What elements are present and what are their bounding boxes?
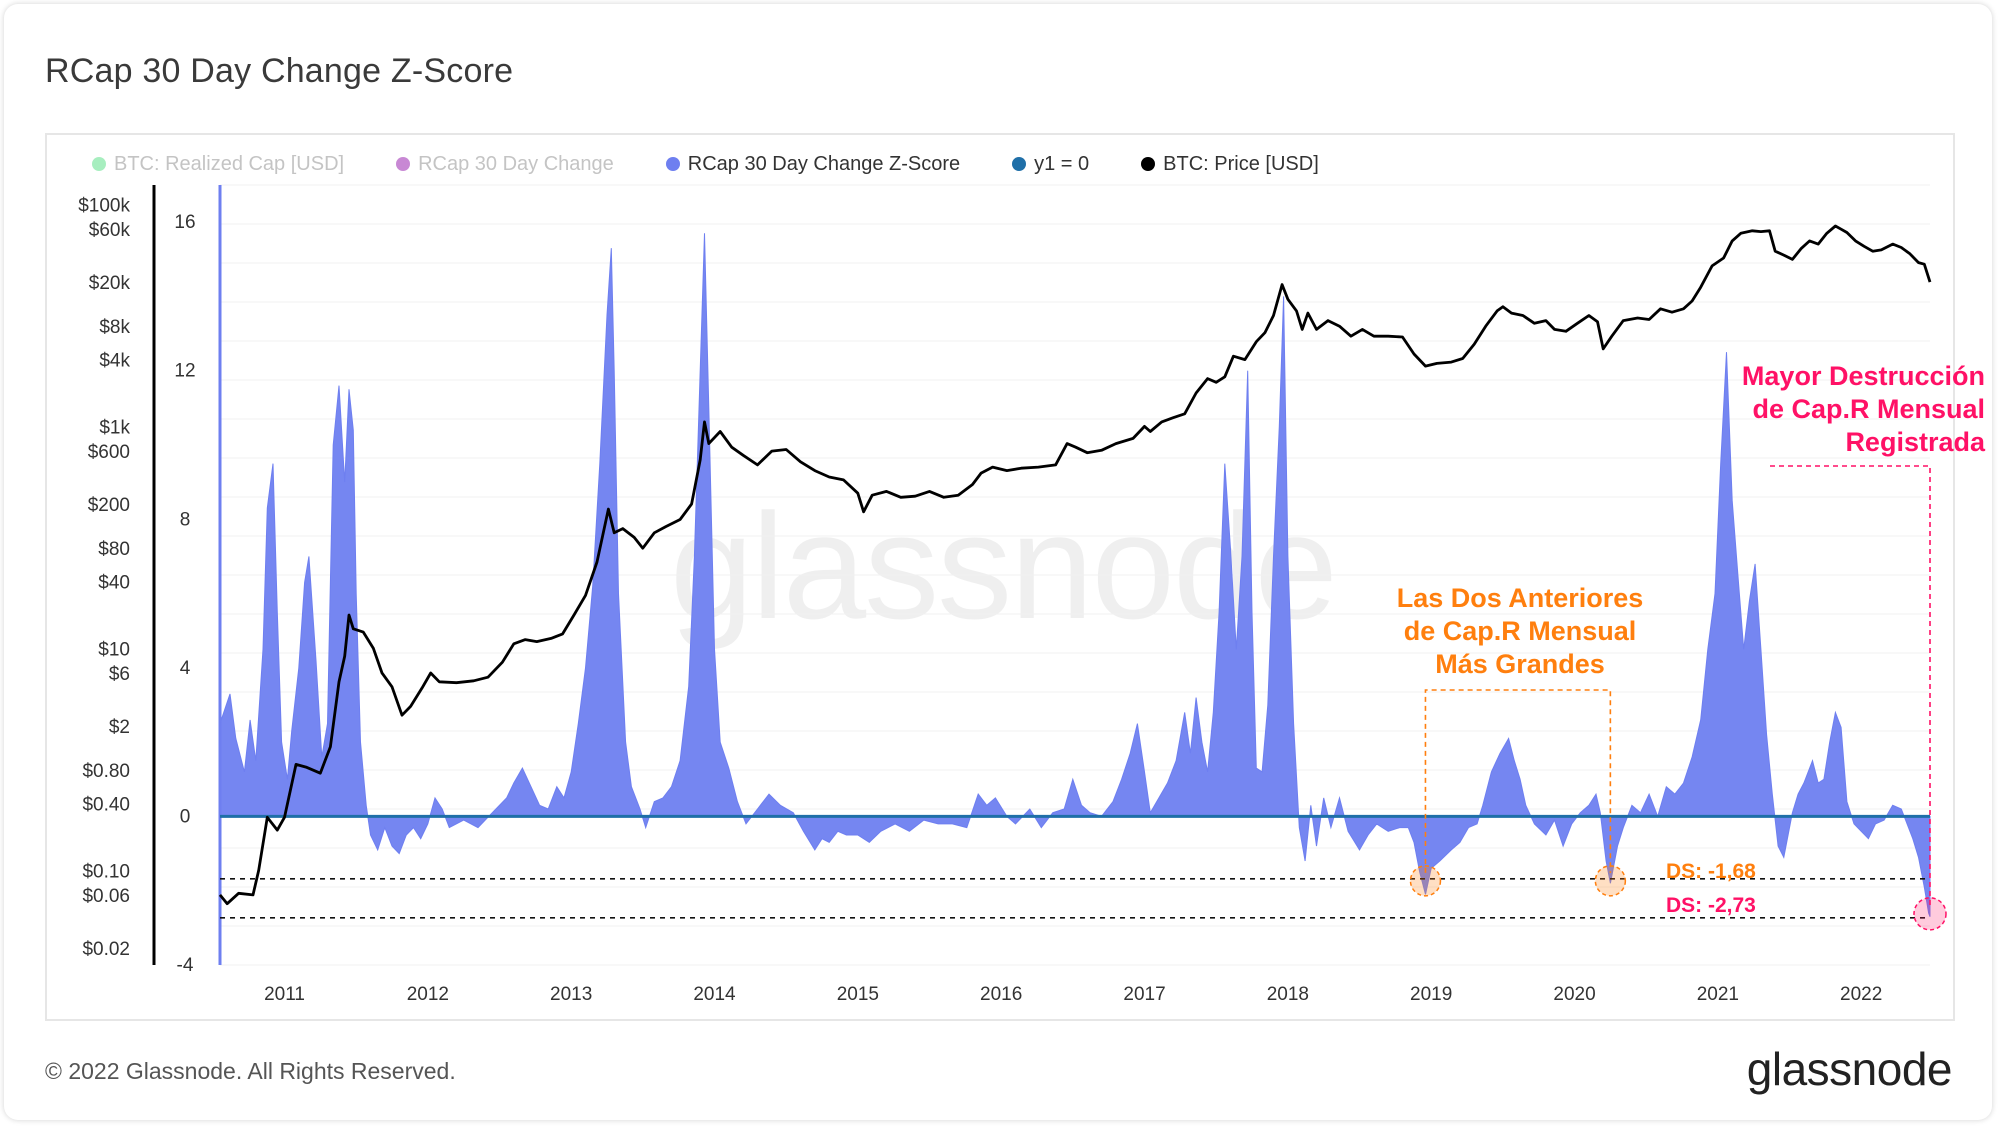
orange-bracket xyxy=(1424,689,1612,873)
price-tick-label: $60k xyxy=(89,220,131,241)
ds-label-orange: DS: -1,68 xyxy=(1666,860,1756,883)
red-bracket xyxy=(1770,465,1931,906)
x-tick-label: 2013 xyxy=(550,984,592,1005)
legend-item-zscore[interactable]: RCap 30 Day Change Z-Score xyxy=(665,152,961,176)
price-tick-label: $0.06 xyxy=(82,886,130,907)
legend-item-y1-zero[interactable]: y1 = 0 xyxy=(1012,153,1089,176)
price-tick-label: $4k xyxy=(99,351,130,372)
annotation-orange: Las Dos Anteriores de Cap.R Mensual Más … xyxy=(1360,582,1680,681)
zscore-tick-label: 16 xyxy=(174,212,195,233)
x-tick-label: 2017 xyxy=(1123,984,1165,1005)
zscore-tick-label: 8 xyxy=(180,509,191,530)
annotation-line: Registrada xyxy=(1845,427,1985,457)
price-tick-label: $20k xyxy=(89,273,131,294)
price-tick-label: $2 xyxy=(109,717,130,738)
legend-label: y1 = 0 xyxy=(1034,152,1090,175)
zscore-tick-label: -4 xyxy=(177,955,194,976)
x-tick-label: 2018 xyxy=(1267,984,1309,1005)
x-tick-label: 2022 xyxy=(1840,984,1882,1005)
price-tick-label: $6 xyxy=(109,664,130,685)
annotation-red: Mayor Destrucción de Cap.R Mensual Regis… xyxy=(1640,360,1985,459)
price-tick-label: $0.40 xyxy=(82,794,130,815)
legend-dot-icon xyxy=(1012,157,1027,171)
legend-label: RCap 30 Day Change Z-Score xyxy=(687,152,961,175)
legend-label: BTC: Realized Cap [USD] xyxy=(114,152,345,175)
price-tick-label: $100k xyxy=(78,196,130,217)
orange-marker-1 xyxy=(1409,865,1442,897)
ds-label-red: DS: -2,73 xyxy=(1666,894,1756,917)
x-tick-label: 2016 xyxy=(980,984,1022,1005)
annotation-line: Más Grandes xyxy=(1435,649,1605,679)
chart-title: RCap 30 Day Change Z-Score xyxy=(45,52,514,90)
zscore-tick-label: 4 xyxy=(180,658,191,679)
annotation-line: Mayor Destrucción xyxy=(1741,361,1985,391)
chart-frame xyxy=(45,133,1955,1021)
annotation-line: de Cap.R Mensual xyxy=(1752,394,1985,424)
price-tick-label: $40 xyxy=(98,573,130,594)
red-marker xyxy=(1913,897,1947,931)
x-tick-label: 2019 xyxy=(1410,984,1452,1005)
orange-marker-2 xyxy=(1594,865,1627,897)
annotation-line: de Cap.R Mensual xyxy=(1403,616,1637,646)
legend-dot-icon xyxy=(665,157,680,171)
legend-dot-icon xyxy=(92,157,106,171)
legend-label: BTC: Price [USD] xyxy=(1163,152,1319,175)
price-tick-label: $200 xyxy=(88,495,130,516)
x-tick-label: 2015 xyxy=(837,984,879,1005)
price-tick-label: $600 xyxy=(88,442,130,463)
glassnode-logo: glassnode xyxy=(1746,1043,1953,1095)
price-tick-label: $80 xyxy=(98,539,130,560)
legend-item-btc-price[interactable]: BTC: Price [USD] xyxy=(1141,153,1319,176)
legend-item-rcap-change[interactable]: RCap 30 Day Change xyxy=(396,153,614,176)
price-tick-label: $8k xyxy=(99,317,130,338)
annotation-line: Las Dos Anteriores xyxy=(1396,583,1644,613)
zscore-tick-label: 12 xyxy=(174,361,195,382)
x-tick-label: 2012 xyxy=(407,984,449,1005)
price-tick-label: $0.02 xyxy=(82,939,130,960)
price-tick-label: $10 xyxy=(98,639,130,660)
x-tick-label: 2021 xyxy=(1697,984,1739,1005)
price-tick-label: $1k xyxy=(99,417,130,438)
legend-dot-icon xyxy=(1141,157,1156,171)
legend-dot-icon xyxy=(396,157,411,171)
legend-label: RCap 30 Day Change xyxy=(418,152,614,175)
price-tick-label: $0.10 xyxy=(82,861,130,882)
footer-copyright: © 2022 Glassnode. All Rights Reserved. xyxy=(45,1058,456,1084)
x-tick-label: 2014 xyxy=(693,984,736,1005)
x-tick-label: 2020 xyxy=(1553,984,1595,1005)
price-tick-label: $0.80 xyxy=(82,761,130,782)
price-line xyxy=(218,224,1932,906)
legend: BTC: Realized Cap [USD] RCap 30 Day Chan… xyxy=(92,152,1371,176)
zscore-tick-label: 0 xyxy=(180,806,191,827)
x-tick-label: 2011 xyxy=(264,984,305,1005)
legend-item-realized-cap[interactable]: BTC: Realized Cap [USD] xyxy=(92,153,344,176)
